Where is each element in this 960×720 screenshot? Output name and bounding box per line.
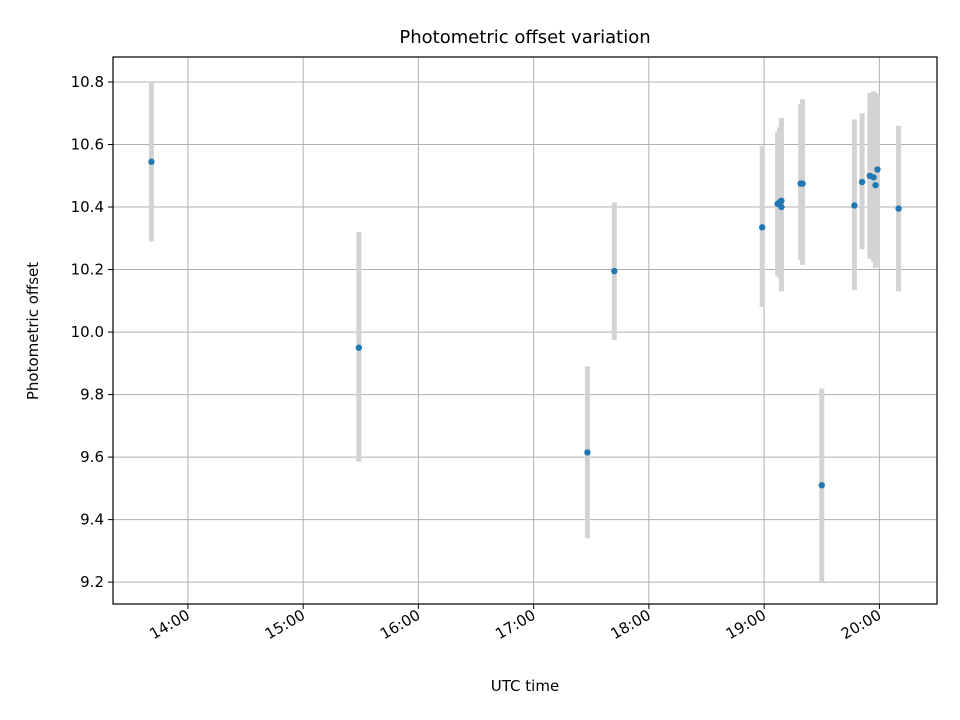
data-point (870, 174, 877, 181)
y-tick-label: 10.0 (71, 323, 104, 341)
x-axis-label: UTC time (491, 677, 559, 695)
data-point (584, 449, 591, 456)
data-point (759, 224, 766, 231)
data-point (874, 166, 881, 173)
chart-title: Photometric offset variation (399, 27, 650, 48)
data-points (148, 158, 902, 489)
y-tick-label: 9.4 (80, 511, 104, 529)
data-point (799, 180, 806, 187)
y-tick-label: 10.2 (71, 261, 104, 279)
y-tick-label: 9.6 (80, 448, 104, 466)
y-axis: 9.2 9.4 9.6 9.8 10.0 10.2 10.4 10.6 10.8 (71, 73, 113, 591)
data-point (611, 267, 618, 275)
data-point (148, 158, 155, 165)
y-tick-label: 10.6 (71, 136, 104, 154)
data-point (778, 203, 785, 211)
data-point (355, 344, 363, 351)
plot-frame (112, 56, 938, 605)
data-point (851, 202, 858, 209)
y-tick-label: 9.2 (80, 573, 104, 591)
y-tick-label: 10.4 (71, 198, 104, 216)
data-point (872, 181, 879, 189)
y-tick-label: 10.8 (71, 73, 104, 91)
data-point (895, 205, 902, 212)
y-axis-label: Photometric offset (24, 262, 42, 400)
data-point (818, 482, 825, 489)
y-tick-label: 9.8 (80, 386, 104, 404)
data-point (778, 197, 785, 204)
data-point (858, 178, 866, 186)
